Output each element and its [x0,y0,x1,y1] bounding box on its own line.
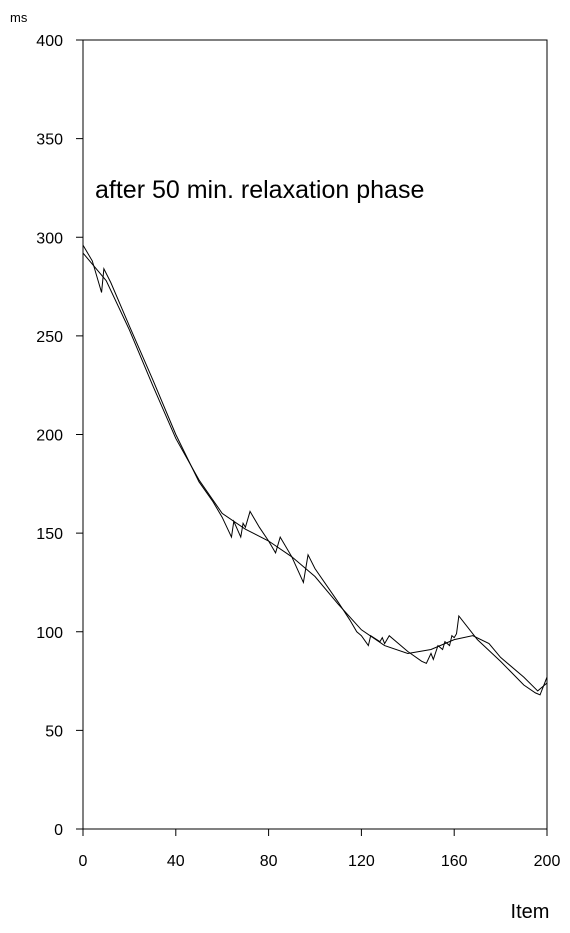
series-line [82,244,548,696]
x-tick-label: 120 [348,853,375,870]
y-tick-label: 0 [54,822,63,839]
plot-frame [82,39,548,830]
y-tick-label: 50 [45,723,63,740]
y-tick-label: 200 [36,428,63,445]
x-tick-label: 200 [534,853,561,870]
x-tick-label: 0 [79,853,88,870]
y-tick-label: 300 [36,230,63,247]
y-tick-label: 100 [36,625,63,642]
y-tick-label: 400 [36,33,63,50]
y-tick-label: 350 [36,132,63,149]
series-line [82,252,548,692]
y-unit-label: ms [10,10,28,25]
x-tick-label: 40 [167,853,185,870]
x-tick-label: 160 [441,853,468,870]
y-tick-label: 250 [36,329,63,346]
y-tick-label: 150 [36,526,63,543]
annotation: after 50 min. relaxation phase [95,176,424,204]
x-axis-label: Item [511,901,550,923]
x-tick-label: 80 [260,853,278,870]
